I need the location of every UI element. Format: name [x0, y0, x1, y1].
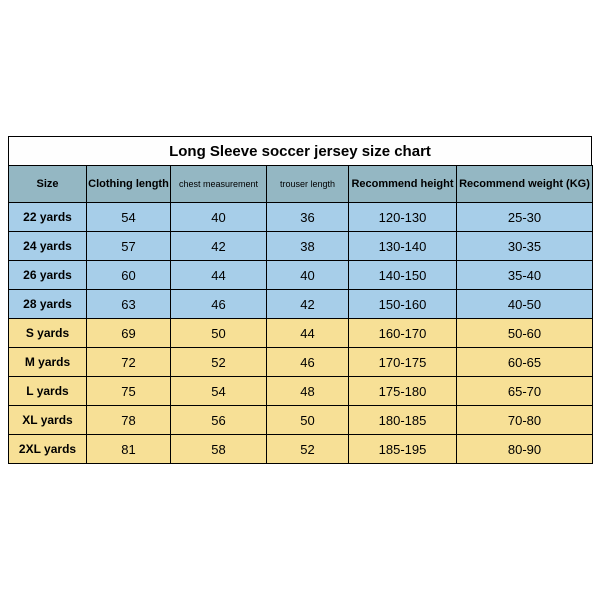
size-cell: 22 yards: [9, 203, 87, 232]
value-cell: 46: [171, 290, 267, 319]
value-cell: 180-185: [349, 406, 457, 435]
value-cell: 42: [171, 232, 267, 261]
value-cell: 50: [171, 319, 267, 348]
value-cell: 40-50: [457, 290, 593, 319]
table-row: 28 yards634642150-16040-50: [9, 290, 593, 319]
table-row: M yards725246170-17560-65: [9, 348, 593, 377]
table-row: 22 yards544036120-13025-30: [9, 203, 593, 232]
value-cell: 140-150: [349, 261, 457, 290]
value-cell: 120-130: [349, 203, 457, 232]
size-cell: L yards: [9, 377, 87, 406]
value-cell: 46: [267, 348, 349, 377]
canvas: Long Sleeve soccer jersey size chart Siz…: [0, 0, 600, 600]
value-cell: 185-195: [349, 435, 457, 464]
value-cell: 175-180: [349, 377, 457, 406]
table-row: S yards695044160-17050-60: [9, 319, 593, 348]
value-cell: 150-160: [349, 290, 457, 319]
value-cell: 40: [171, 203, 267, 232]
size-cell: 2XL yards: [9, 435, 87, 464]
value-cell: 81: [87, 435, 171, 464]
value-cell: 60-65: [457, 348, 593, 377]
value-cell: 38: [267, 232, 349, 261]
table-row: 26 yards604440140-15035-40: [9, 261, 593, 290]
value-cell: 44: [267, 319, 349, 348]
size-table: Size Clothing length chest measurement t…: [8, 165, 593, 464]
col-recommend-weight: Recommend weight (KG): [457, 166, 593, 203]
value-cell: 78: [87, 406, 171, 435]
value-cell: 60: [87, 261, 171, 290]
col-recommend-height: Recommend height: [349, 166, 457, 203]
value-cell: 160-170: [349, 319, 457, 348]
value-cell: 170-175: [349, 348, 457, 377]
value-cell: 35-40: [457, 261, 593, 290]
col-clothing-length: Clothing length: [87, 166, 171, 203]
value-cell: 30-35: [457, 232, 593, 261]
value-cell: 40: [267, 261, 349, 290]
value-cell: 48: [267, 377, 349, 406]
value-cell: 52: [267, 435, 349, 464]
col-size: Size: [9, 166, 87, 203]
value-cell: 50-60: [457, 319, 593, 348]
value-cell: 54: [87, 203, 171, 232]
value-cell: 56: [171, 406, 267, 435]
size-chart: Long Sleeve soccer jersey size chart Siz…: [8, 136, 592, 464]
value-cell: 75: [87, 377, 171, 406]
table-row: 24 yards574238130-14030-35: [9, 232, 593, 261]
table-head: Size Clothing length chest measurement t…: [9, 166, 593, 203]
value-cell: 80-90: [457, 435, 593, 464]
value-cell: 69: [87, 319, 171, 348]
value-cell: 52: [171, 348, 267, 377]
size-cell: M yards: [9, 348, 87, 377]
size-cell: S yards: [9, 319, 87, 348]
col-trouser-length: trouser length: [267, 166, 349, 203]
value-cell: 70-80: [457, 406, 593, 435]
size-cell: 24 yards: [9, 232, 87, 261]
value-cell: 130-140: [349, 232, 457, 261]
value-cell: 57: [87, 232, 171, 261]
value-cell: 25-30: [457, 203, 593, 232]
value-cell: 65-70: [457, 377, 593, 406]
value-cell: 50: [267, 406, 349, 435]
value-cell: 42: [267, 290, 349, 319]
table-row: 2XL yards815852185-19580-90: [9, 435, 593, 464]
header-row: Size Clothing length chest measurement t…: [9, 166, 593, 203]
size-cell: 26 yards: [9, 261, 87, 290]
value-cell: 72: [87, 348, 171, 377]
table-row: L yards755448175-18065-70: [9, 377, 593, 406]
col-chest-measurement: chest measurement: [171, 166, 267, 203]
value-cell: 58: [171, 435, 267, 464]
value-cell: 36: [267, 203, 349, 232]
size-cell: XL yards: [9, 406, 87, 435]
size-cell: 28 yards: [9, 290, 87, 319]
value-cell: 44: [171, 261, 267, 290]
table-row: XL yards785650180-18570-80: [9, 406, 593, 435]
chart-title: Long Sleeve soccer jersey size chart: [8, 136, 592, 165]
table-body: 22 yards544036120-13025-3024 yards574238…: [9, 203, 593, 464]
value-cell: 63: [87, 290, 171, 319]
value-cell: 54: [171, 377, 267, 406]
